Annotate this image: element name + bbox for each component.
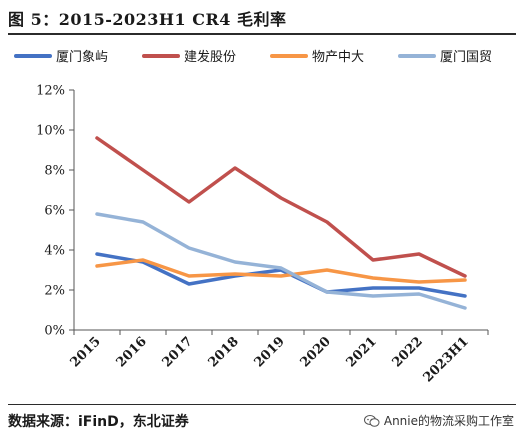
x-tick-label-0: 2015 — [68, 334, 104, 370]
series-line-4 — [95, 212, 467, 310]
y-tick-label-4: 8% — [44, 164, 65, 179]
chart-title: 图 5：2015-2023H1 CR4 毛利率 — [8, 10, 287, 29]
footer-divider — [8, 404, 516, 405]
legend-label-2: 建发股份 — [184, 49, 236, 65]
y-tick-label-5: 10% — [36, 124, 65, 139]
x-tick-label-2: 2017 — [160, 334, 196, 370]
y-tick-labels: 0% 2% 4% 6% 8% 10% 12% — [36, 84, 65, 339]
line-chart: 厦门象屿 建发股份 物产中大 厦门国贸 0%2%4%6%8%10%12% 2015 20… — [14, 49, 492, 385]
x-tick-label-8: 2023H1 — [421, 334, 472, 385]
legend-label-1: 厦门象屿 — [56, 50, 108, 65]
series-line-2 — [95, 136, 467, 278]
x-tick-label-4: 2019 — [252, 334, 288, 370]
legend-label-4: 厦门国贸 — [440, 50, 492, 65]
y-tick-label-3: 6% — [44, 204, 65, 219]
y-tick-label-0: 0% — [44, 324, 65, 339]
title-divider — [8, 33, 516, 35]
x-tick-label-7: 2022 — [390, 334, 426, 370]
series-lines — [95, 136, 467, 310]
x-tick-label-5: 2020 — [298, 334, 334, 370]
axes — [69, 89, 489, 335]
chat-bubble-icon — [363, 414, 380, 427]
y-tick-label-2: 4% — [44, 244, 65, 259]
x-tick-label-6: 2021 — [344, 334, 380, 370]
watermark: Annie的物流采购工作室 — [363, 412, 514, 429]
source-note: 数据来源：iFinD，东北证券 — [8, 414, 189, 430]
watermark-text: Annie的物流采购工作室 — [383, 414, 514, 428]
x-tick-label-3: 2018 — [206, 334, 242, 370]
y-tick-label-1: 2% — [44, 284, 65, 299]
legend: 厦门象屿 建发股份 物产中大 厦门国贸 — [14, 49, 492, 65]
x-tick-label-1: 2016 — [114, 334, 150, 370]
legend-label-3: 物产中大 — [312, 50, 364, 65]
y-tick-label-6: 12% — [36, 84, 65, 99]
